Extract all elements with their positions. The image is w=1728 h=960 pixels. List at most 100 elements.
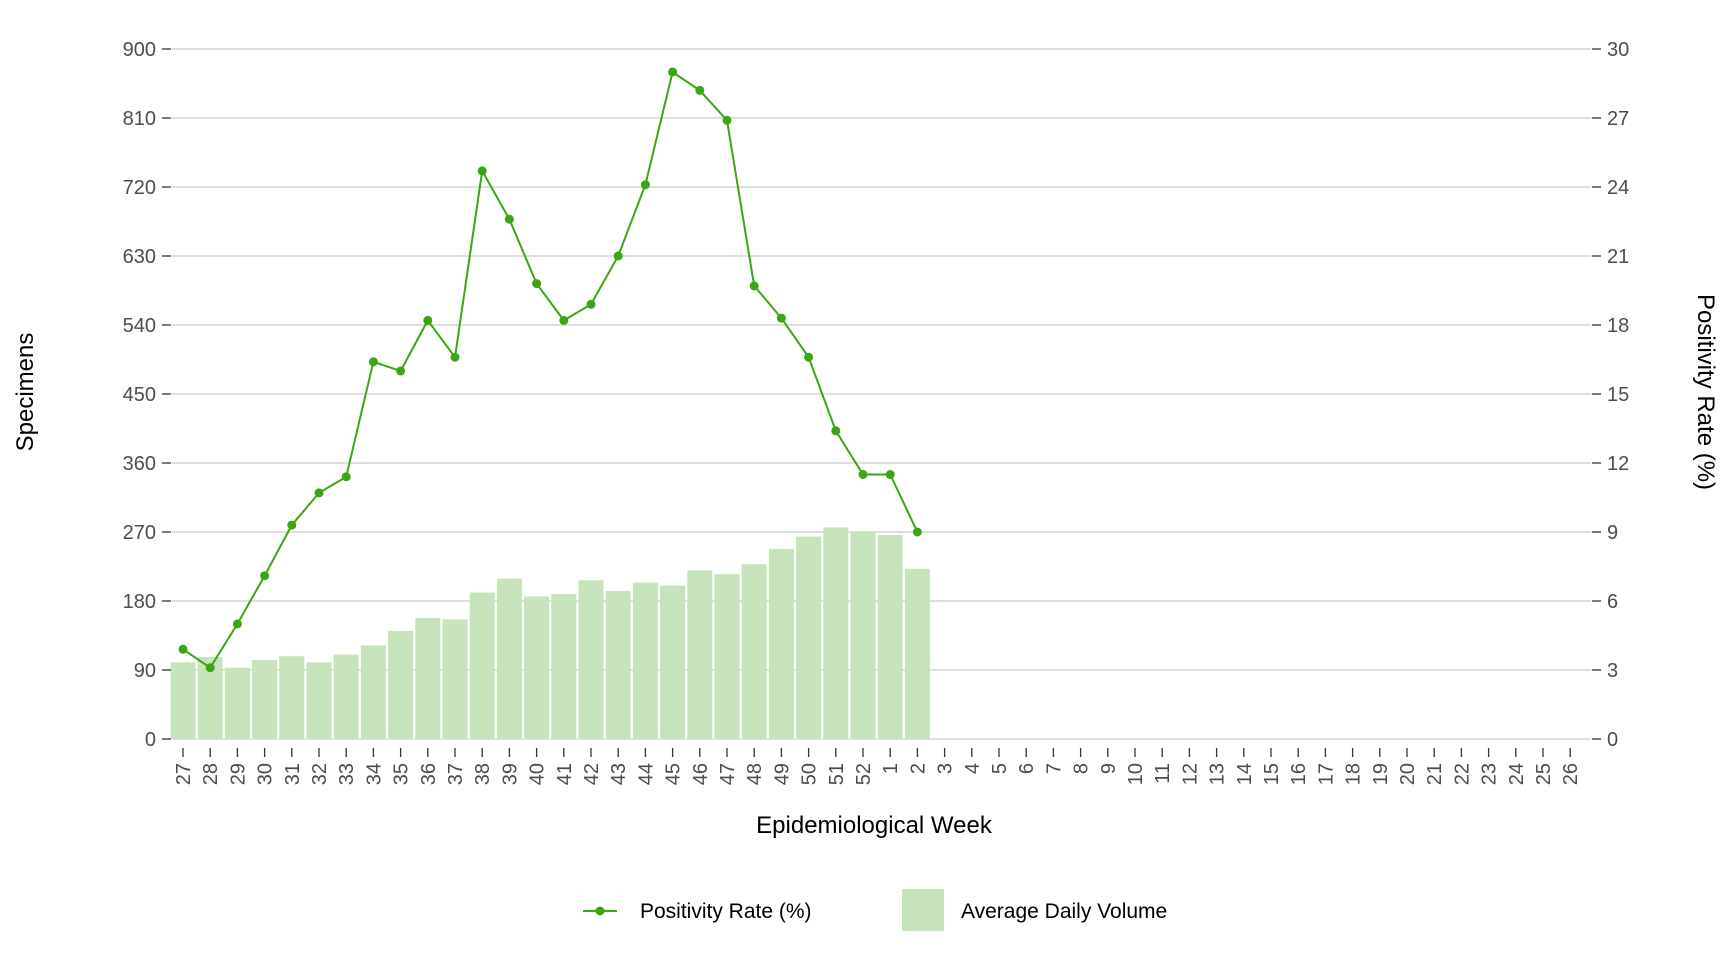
positivity-point bbox=[749, 281, 759, 291]
positivity-line bbox=[182, 70, 919, 670]
x-tick-label: 9 bbox=[1098, 763, 1120, 774]
x-tick-label: 49 bbox=[771, 763, 793, 785]
positivity-point bbox=[423, 315, 433, 325]
volume-bar bbox=[496, 578, 522, 739]
positivity-point bbox=[776, 313, 786, 323]
left-tick-label: 360 bbox=[123, 453, 156, 475]
x-tick-label: 21 bbox=[1424, 763, 1446, 785]
volume-bar bbox=[170, 662, 196, 739]
volume-bar bbox=[714, 574, 740, 739]
right-tick-label: 3 bbox=[1607, 660, 1618, 682]
x-tick-label: 39 bbox=[499, 763, 521, 785]
x-tick-label: 50 bbox=[799, 763, 821, 785]
x-tick-label: 8 bbox=[1071, 763, 1093, 774]
x-tick-label: 51 bbox=[826, 763, 848, 785]
volume-bar bbox=[578, 580, 604, 739]
positivity-point bbox=[178, 644, 188, 654]
positivity-point bbox=[722, 115, 732, 125]
legend: Positivity Rate (%) Average Daily Volume bbox=[583, 889, 1167, 931]
left-tick-label: 0 bbox=[145, 729, 156, 751]
positivity-point bbox=[205, 663, 215, 673]
x-tick-label: 36 bbox=[418, 763, 440, 785]
positivity-point bbox=[885, 470, 895, 479]
volume-bar bbox=[415, 617, 441, 739]
x-tick-label: 16 bbox=[1288, 763, 1310, 785]
x-tick-label: 35 bbox=[391, 763, 413, 785]
right-tick-label: 0 bbox=[1607, 729, 1618, 751]
x-tick-label: 22 bbox=[1451, 763, 1473, 785]
positivity-point bbox=[314, 488, 324, 498]
left-y-axis: 0 90 180 270 360 450 540 630 720 810 900 bbox=[123, 39, 171, 751]
x-axis-title: Epidemiological Week bbox=[756, 812, 993, 839]
x-tick-label: 3 bbox=[935, 763, 957, 774]
positivity-point bbox=[368, 357, 378, 367]
x-tick-label: 27 bbox=[173, 763, 195, 785]
x-tick-label: 14 bbox=[1234, 763, 1256, 785]
x-tick-label: 17 bbox=[1315, 763, 1337, 785]
x-tick-label: 41 bbox=[554, 763, 576, 785]
volume-bar bbox=[768, 548, 794, 739]
x-tick-label: 37 bbox=[445, 763, 467, 785]
volume-bars bbox=[170, 527, 930, 739]
x-tick-label: 24 bbox=[1506, 763, 1528, 785]
x-tick-label: 29 bbox=[227, 763, 249, 785]
x-tick-label: 42 bbox=[581, 763, 603, 785]
x-tick-label: 6 bbox=[1016, 763, 1038, 774]
volume-bar bbox=[632, 582, 658, 739]
left-tick-label: 90 bbox=[134, 660, 156, 682]
volume-bar bbox=[660, 585, 686, 739]
positivity-point bbox=[831, 426, 841, 436]
positivity-point bbox=[858, 470, 868, 479]
volume-bar bbox=[388, 630, 414, 739]
x-tick-label: 2 bbox=[907, 763, 929, 774]
volume-bar bbox=[605, 591, 631, 739]
right-y-axis: 0 3 6 9 12 15 18 21 24 27 30 bbox=[1592, 39, 1629, 751]
positivity-point bbox=[613, 251, 623, 261]
positivity-point bbox=[260, 571, 270, 581]
right-tick-label: 30 bbox=[1607, 39, 1629, 61]
volume-bar bbox=[306, 662, 332, 739]
volume-bar bbox=[904, 568, 930, 739]
positivity-point bbox=[450, 352, 460, 362]
x-tick-label: 33 bbox=[336, 763, 358, 785]
left-tick-label: 720 bbox=[123, 177, 156, 199]
volume-bar bbox=[360, 645, 386, 739]
positivity-point bbox=[287, 520, 297, 530]
positivity-point bbox=[232, 619, 242, 629]
x-tick-label: 45 bbox=[663, 763, 685, 785]
x-tick-label: 5 bbox=[989, 763, 1011, 774]
positivity-point bbox=[640, 180, 650, 190]
right-tick-label: 21 bbox=[1607, 246, 1629, 268]
volume-bar bbox=[333, 654, 359, 739]
volume-bar bbox=[551, 594, 577, 739]
right-tick-label: 12 bbox=[1607, 453, 1629, 475]
volume-bar bbox=[850, 531, 876, 739]
x-tick-label: 23 bbox=[1479, 763, 1501, 785]
x-tick-label: 31 bbox=[282, 763, 304, 785]
x-tick-label: 1 bbox=[880, 763, 902, 774]
legend-point-swatch bbox=[595, 906, 605, 916]
x-tick-label: 47 bbox=[717, 763, 739, 785]
volume-bar bbox=[877, 535, 903, 739]
positivity-point bbox=[532, 279, 542, 289]
x-tick-label: 7 bbox=[1043, 763, 1065, 774]
volume-bar bbox=[252, 660, 278, 739]
right-tick-label: 18 bbox=[1607, 315, 1629, 337]
left-tick-label: 270 bbox=[123, 522, 156, 544]
x-tick-label: 20 bbox=[1397, 763, 1419, 785]
positivity-point bbox=[912, 527, 922, 537]
x-tick-label: 28 bbox=[200, 763, 222, 785]
x-tick-label: 4 bbox=[962, 763, 984, 774]
x-tick-label: 18 bbox=[1343, 763, 1365, 785]
x-tick-label: 19 bbox=[1370, 763, 1392, 785]
positivity-line-series bbox=[178, 67, 922, 673]
volume-bar bbox=[224, 667, 250, 739]
legend-label-positivity: Positivity Rate (%) bbox=[640, 900, 812, 923]
positivity-point bbox=[341, 472, 351, 482]
positivity-point bbox=[695, 85, 705, 95]
left-tick-label: 540 bbox=[123, 315, 156, 337]
legend-label-volume: Average Daily Volume bbox=[961, 900, 1167, 923]
x-tick-label: 13 bbox=[1207, 763, 1229, 785]
right-tick-label: 27 bbox=[1607, 108, 1629, 130]
